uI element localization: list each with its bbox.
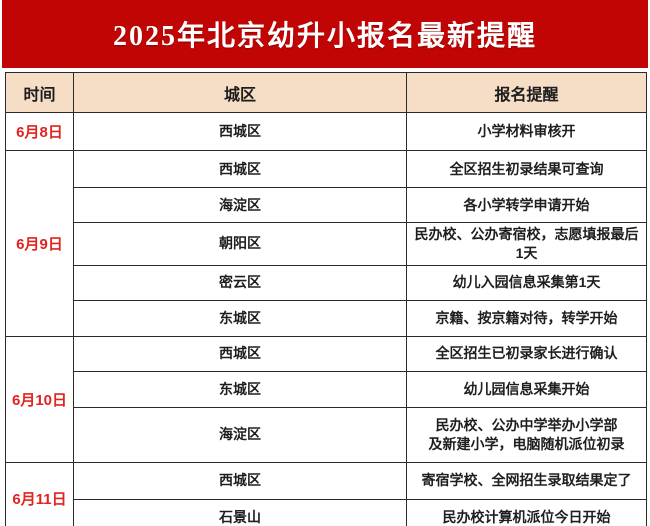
table-row: 海淀区 各小学转学申请开始 <box>6 187 647 223</box>
table-row: 6月11日 西城区 寄宿学校、全网招生录取结果定了 <box>5 461 647 526</box>
header-time: 时间 <box>5 72 74 113</box>
table-row: 6月9日 西城区 全区招生初录结果可查询 <box>5 150 647 337</box>
table-row: 东城区 幼儿园信息采集开始 <box>6 370 647 408</box>
table-row: 海淀区 民办校、公办中学举办小学部 及新建小学，电脑随机派位初录 <box>6 406 647 463</box>
reminder-cell: 全区招生初录结果可查询 <box>406 150 647 188</box>
page-title: 2025年北京幼升小报名最新提醒 <box>112 21 537 52</box>
title-banner: 2025年北京幼升小报名最新提醒 <box>2 0 648 68</box>
district-cell: 东城区 <box>73 299 407 337</box>
date-cell-jun9: 6月9日 <box>5 150 74 337</box>
enrollment-schedule-table: 时间 城区 报名提醒 6月8日 西城区 小学材料审核开 6月9日 西城区 全区招… <box>5 72 647 526</box>
district-cell: 西城区 <box>73 461 407 500</box>
district-cell: 西城区 <box>73 112 407 151</box>
table-row: 6月10日 西城区 全区招生已初录家长进行确认 <box>5 335 647 463</box>
district-cell: 朝阳区 <box>73 222 407 266</box>
table-row: 东城区 京籍、按京籍对待，转学开始 <box>6 299 647 337</box>
reminder-cell: 幼儿园信息采集开始 <box>406 370 647 408</box>
table-header-row: 时间 城区 报名提醒 <box>5 72 647 113</box>
reminder-cell: 各小学转学申请开始 <box>406 187 647 223</box>
district-cell: 石景山 <box>73 498 407 526</box>
reminder-cell: 民办校计算机派位今日开始 <box>406 498 647 526</box>
header-district: 城区 <box>73 72 407 113</box>
date-cell-jun8: 6月8日 <box>5 112 74 151</box>
table-row: 石景山 民办校计算机派位今日开始 <box>6 498 647 526</box>
reminder-cell: 京籍、按京籍对待，转学开始 <box>406 299 647 337</box>
reminder-cell: 寄宿学校、全网招生录取结果定了 <box>406 461 647 500</box>
header-reminder: 报名提醒 <box>406 72 647 113</box>
date-cell-jun10: 6月10日 <box>5 335 74 463</box>
reminder-cell: 全区招生已初录家长进行确认 <box>406 335 647 372</box>
district-cell: 海淀区 <box>73 187 407 223</box>
district-cell: 密云区 <box>73 264 407 301</box>
district-cell: 西城区 <box>73 335 407 372</box>
date-cell-jun11: 6月11日 <box>5 461 74 526</box>
district-cell: 西城区 <box>73 150 407 188</box>
reminder-cell: 民办校、公办寄宿校，志愿填报最后1天 <box>406 222 647 266</box>
district-cell: 东城区 <box>73 370 407 408</box>
district-cell: 海淀区 <box>73 406 407 463</box>
table-row: 朝阳区 民办校、公办寄宿校，志愿填报最后1天 <box>6 222 647 266</box>
reminder-cell: 小学材料审核开 <box>406 112 647 151</box>
table-row: 6月8日 西城区 小学材料审核开 <box>5 112 647 151</box>
reminder-cell: 民办校、公办中学举办小学部 及新建小学，电脑随机派位初录 <box>406 406 647 463</box>
reminder-cell: 幼儿入园信息采集第1天 <box>406 264 647 301</box>
table-row: 密云区 幼儿入园信息采集第1天 <box>6 264 647 301</box>
